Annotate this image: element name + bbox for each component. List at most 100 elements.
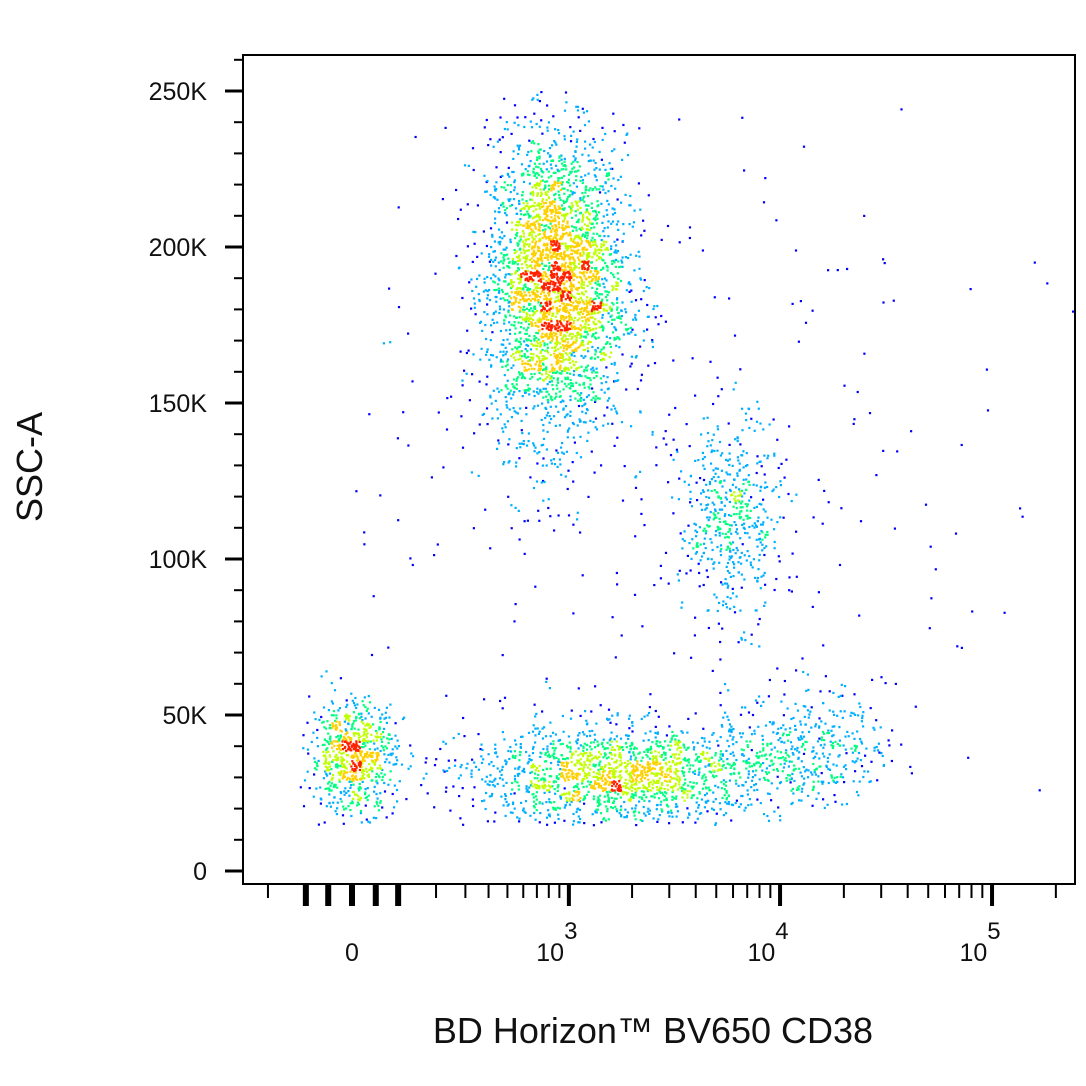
event-dot xyxy=(538,157,541,160)
event-dot xyxy=(541,132,544,135)
event-dot xyxy=(544,735,548,738)
event-dot xyxy=(526,266,529,269)
event-dot xyxy=(634,791,637,794)
event-dot xyxy=(513,620,516,623)
event-dot xyxy=(626,763,629,766)
event-dot xyxy=(676,573,679,576)
event-dot xyxy=(426,792,429,795)
event-dot xyxy=(712,791,715,794)
event-dot xyxy=(483,799,486,802)
event-dot xyxy=(728,728,731,731)
event-dot xyxy=(711,548,714,552)
event-dot xyxy=(614,805,617,808)
event-dot xyxy=(337,738,340,741)
event-dot xyxy=(544,377,547,380)
event-dot xyxy=(364,796,367,800)
event-dot xyxy=(610,796,613,799)
event-dot xyxy=(489,138,492,141)
event-dot xyxy=(795,575,798,578)
event-dot xyxy=(531,310,534,313)
event-dot xyxy=(651,340,654,343)
event-dot xyxy=(741,794,744,798)
event-dot xyxy=(639,345,642,348)
event-dot xyxy=(592,159,595,162)
event-dot xyxy=(587,323,590,326)
event-dot xyxy=(596,371,599,374)
event-dot xyxy=(508,199,511,203)
event-dot xyxy=(530,352,533,355)
event-dot xyxy=(525,307,528,310)
event-dot xyxy=(717,395,720,398)
event-dot xyxy=(445,428,449,431)
event-dot xyxy=(592,757,595,760)
event-dot xyxy=(499,151,502,154)
event-dot xyxy=(629,755,633,758)
event-dot xyxy=(930,597,933,600)
event-dot xyxy=(503,280,506,283)
event-dot xyxy=(556,168,559,171)
event-dot xyxy=(876,749,880,752)
event-dot xyxy=(714,467,717,470)
event-dot xyxy=(741,407,744,410)
event-dot xyxy=(485,407,489,410)
event-dot xyxy=(580,392,583,395)
event-dot xyxy=(534,818,537,821)
event-dot xyxy=(569,372,572,375)
event-dot xyxy=(768,423,771,426)
event-dot xyxy=(714,530,718,533)
event-dot xyxy=(705,792,708,795)
event-dot xyxy=(624,785,627,788)
event-dot xyxy=(756,545,759,548)
event-dot xyxy=(668,822,671,825)
event-dot xyxy=(810,706,813,709)
event-dot xyxy=(365,767,368,770)
event-dot xyxy=(578,732,581,735)
event-dot xyxy=(729,550,732,553)
event-dot xyxy=(576,312,580,315)
event-dot xyxy=(615,759,618,762)
event-dot xyxy=(354,719,357,722)
event-dot xyxy=(504,209,507,212)
event-dot xyxy=(618,745,621,748)
event-dot xyxy=(804,723,807,726)
event-dot xyxy=(577,399,580,402)
event-dot xyxy=(852,780,855,783)
event-dot xyxy=(838,739,841,742)
event-dot xyxy=(359,809,363,813)
event-dot xyxy=(590,244,593,247)
event-dot xyxy=(547,393,550,396)
event-dot xyxy=(507,443,510,446)
event-dot xyxy=(776,667,779,670)
event-dot xyxy=(360,715,363,718)
event-dot xyxy=(513,104,517,107)
event-dot xyxy=(804,770,807,773)
event-dot xyxy=(535,183,538,186)
event-dot xyxy=(554,792,557,795)
event-dot xyxy=(459,774,462,777)
event-dot xyxy=(615,223,618,226)
event-dot xyxy=(630,425,633,428)
event-dot xyxy=(661,791,664,794)
event-dot xyxy=(667,744,670,747)
event-dot xyxy=(598,326,601,329)
event-dot xyxy=(793,764,796,767)
event-dot xyxy=(672,359,675,362)
event-dot xyxy=(811,750,814,753)
event-dot xyxy=(591,256,594,259)
event-dot xyxy=(763,571,766,575)
event-dot xyxy=(381,778,384,782)
event-dot xyxy=(702,551,705,554)
event-dot xyxy=(558,196,561,199)
event-dot xyxy=(696,817,699,820)
event-dot xyxy=(385,747,388,750)
event-dot xyxy=(585,290,588,293)
event-dot xyxy=(339,764,342,768)
event-dot xyxy=(564,378,567,381)
event-dot xyxy=(472,168,475,172)
event-dot xyxy=(815,767,818,770)
event-dot xyxy=(606,388,609,391)
event-dot xyxy=(596,756,599,760)
event-dot xyxy=(728,541,732,544)
event-dot xyxy=(513,778,517,781)
event-dot xyxy=(568,792,571,795)
